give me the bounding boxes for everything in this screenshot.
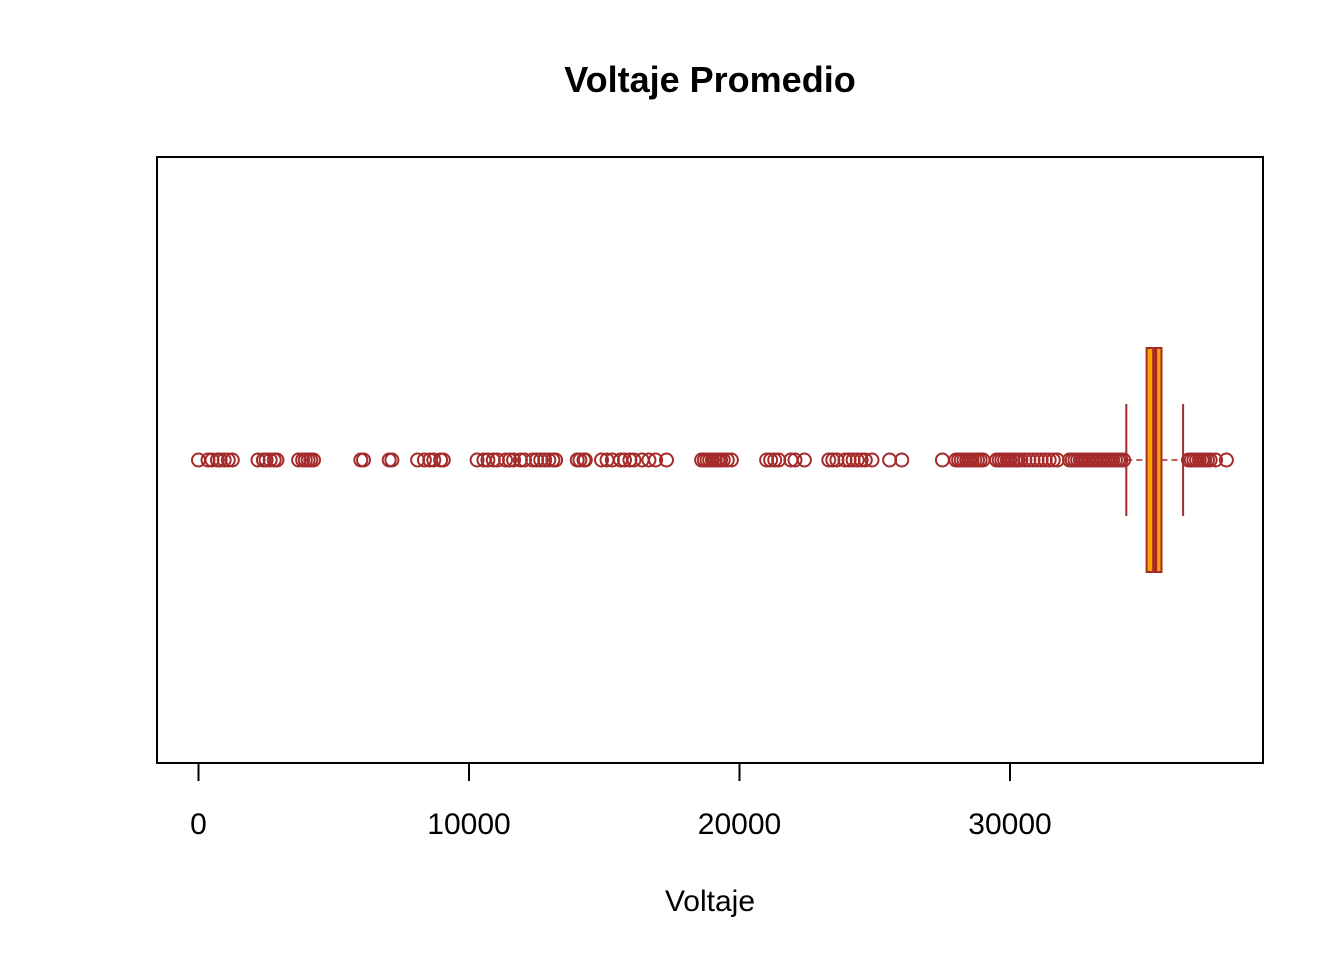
outlier-point: [1218, 452, 1234, 468]
x-tick-label: 30000: [968, 808, 1051, 841]
outlier-point: [853, 452, 869, 468]
outlier-point: [426, 452, 442, 468]
outlier-point: [1045, 452, 1061, 468]
outlier-point: [821, 452, 837, 468]
chart-title: Voltaje Promedio: [564, 59, 855, 100]
outlier-point: [796, 452, 812, 468]
outlier-point: [384, 452, 400, 468]
outlier-point: [857, 452, 873, 468]
outlier-point: [719, 452, 735, 468]
x-axis-label: Voltaje: [665, 885, 755, 918]
outlier-point: [659, 452, 674, 468]
outlier-point: [220, 452, 236, 468]
box-group: [1125, 347, 1185, 573]
outlier-point: [469, 452, 485, 468]
outlier-point: [224, 452, 240, 468]
outlier-point: [548, 452, 564, 468]
x-axis: 0 10000 20000 30000: [190, 762, 1052, 841]
outlier-point: [480, 452, 496, 468]
outlier-point: [723, 452, 739, 468]
outlier-points: [191, 452, 1234, 468]
outlier-point: [572, 452, 588, 468]
outlier-point: [258, 452, 274, 468]
outlier-point: [1041, 452, 1057, 468]
x-tick-label: 0: [190, 808, 207, 841]
outlier-point: [648, 452, 664, 468]
outlier-point: [577, 452, 593, 468]
outlier-point: [435, 452, 451, 468]
outlier-point: [617, 452, 632, 468]
outlier-point: [787, 452, 803, 468]
outlier-point: [715, 452, 731, 468]
outlier-point: [641, 452, 657, 468]
outlier-point: [216, 452, 232, 468]
outlier-point: [767, 452, 783, 468]
outlier-point: [416, 452, 432, 468]
outlier-point: [594, 452, 609, 468]
outlier-point: [864, 452, 880, 468]
outlier-point: [356, 452, 371, 468]
outlier-point: [498, 452, 513, 468]
outlier-point: [262, 452, 278, 468]
outlier-point: [541, 452, 557, 468]
outlier-point: [1202, 452, 1218, 468]
outlier-point: [506, 452, 522, 468]
outlier-point: [269, 452, 285, 468]
outlier-point: [537, 452, 553, 468]
outlier-point: [882, 452, 898, 468]
outlier-point: [934, 452, 950, 468]
outlier-point: [502, 452, 518, 468]
outlier-point: [894, 452, 910, 468]
outlier-point: [763, 452, 779, 468]
outlier-point: [849, 452, 865, 468]
outlier-point: [306, 452, 321, 468]
outlier-point: [626, 452, 642, 468]
x-tick-label: 10000: [427, 808, 510, 841]
x-tick-label: 20000: [698, 808, 781, 841]
outlier-point: [1208, 452, 1224, 468]
